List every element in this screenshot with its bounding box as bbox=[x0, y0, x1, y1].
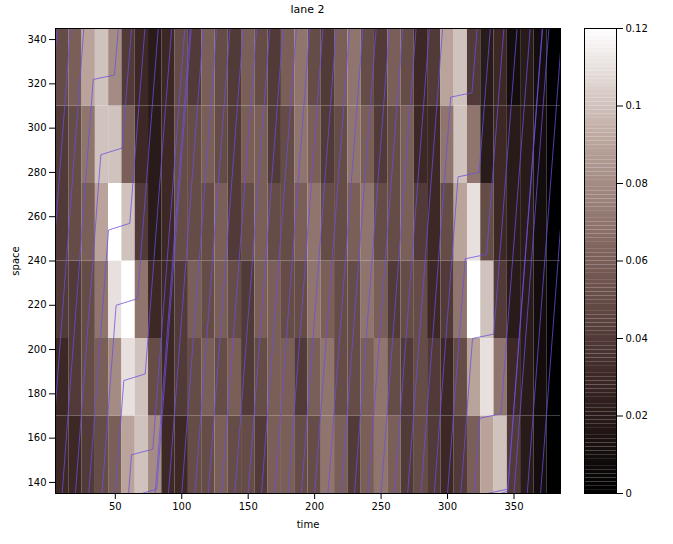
svg-text:space: space bbox=[10, 246, 21, 275]
svg-text:0: 0 bbox=[626, 488, 632, 499]
svg-text:50: 50 bbox=[109, 501, 122, 512]
svg-text:200: 200 bbox=[27, 344, 46, 355]
svg-text:250: 250 bbox=[372, 501, 391, 512]
svg-text:260: 260 bbox=[27, 211, 46, 222]
svg-text:300: 300 bbox=[438, 501, 457, 512]
svg-text:200: 200 bbox=[305, 501, 324, 512]
svg-text:180: 180 bbox=[27, 388, 46, 399]
svg-text:0.1: 0.1 bbox=[626, 100, 642, 111]
svg-text:280: 280 bbox=[27, 167, 46, 178]
svg-text:220: 220 bbox=[27, 299, 46, 310]
svg-text:time: time bbox=[297, 519, 320, 530]
svg-text:0.04: 0.04 bbox=[626, 333, 648, 344]
svg-text:0.02: 0.02 bbox=[626, 410, 648, 421]
svg-text:0.06: 0.06 bbox=[626, 255, 648, 266]
html-text:lane 2: lane 2 bbox=[290, 3, 325, 16]
svg-text:320: 320 bbox=[27, 78, 46, 89]
svg-text:340: 340 bbox=[27, 34, 46, 45]
svg-text:140: 140 bbox=[27, 477, 46, 488]
svg-text:100: 100 bbox=[172, 501, 191, 512]
svg-text:240: 240 bbox=[27, 255, 46, 266]
svg-text:0.08: 0.08 bbox=[626, 178, 648, 189]
svg-text:150: 150 bbox=[239, 501, 258, 512]
svg-text:300: 300 bbox=[27, 122, 46, 133]
svg-text:350: 350 bbox=[504, 501, 523, 512]
svg-text:160: 160 bbox=[27, 432, 46, 443]
svg-text:0.12: 0.12 bbox=[626, 23, 648, 34]
